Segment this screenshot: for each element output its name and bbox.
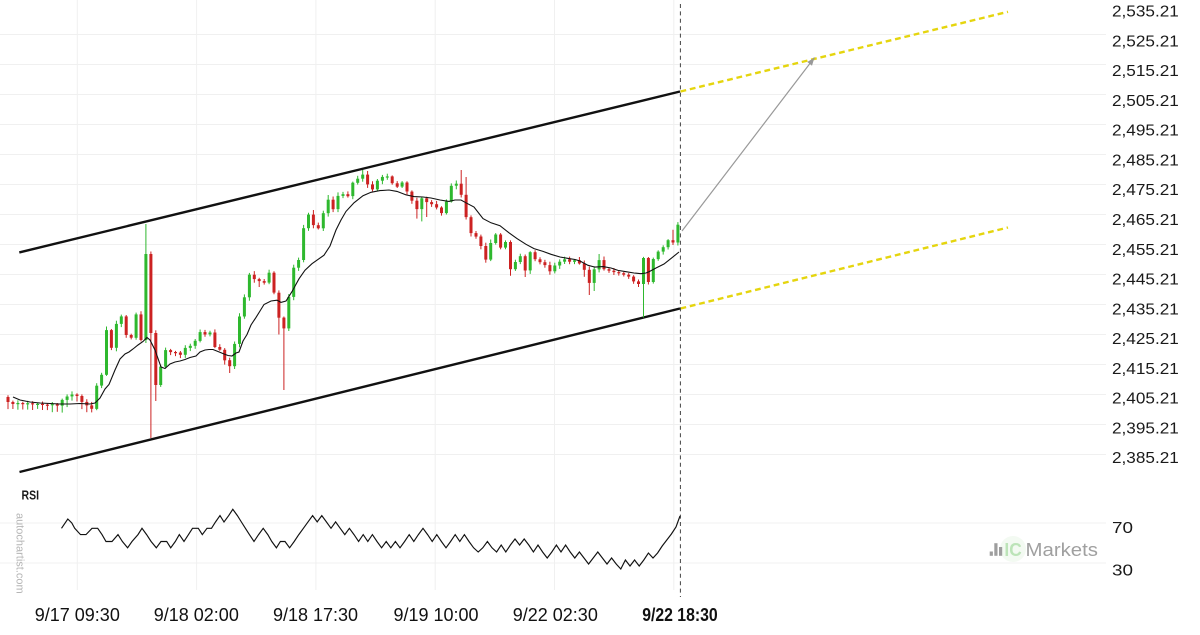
svg-text:2,395.21: 2,395.21 [1112,420,1179,437]
svg-text:2,495.21: 2,495.21 [1112,123,1179,140]
svg-text:2,385.21: 2,385.21 [1112,450,1179,467]
svg-text:2,515.21: 2,515.21 [1112,63,1179,80]
svg-text:9/17 09:30: 9/17 09:30 [35,605,120,625]
svg-text:2,525.21: 2,525.21 [1112,33,1179,50]
svg-text:autochartist.com: autochartist.com [14,513,26,594]
svg-text:9/18 17:30: 9/18 17:30 [273,605,358,625]
svg-text:Markets: Markets [1026,539,1099,560]
svg-text:9/19 10:00: 9/19 10:00 [393,605,478,625]
svg-text:2,445.21: 2,445.21 [1112,272,1179,289]
svg-text:2,535.21: 2,535.21 [1112,4,1179,21]
svg-text:2,435.21: 2,435.21 [1112,301,1179,318]
svg-text:2,485.21: 2,485.21 [1112,153,1179,170]
svg-text:30: 30 [1112,562,1133,579]
svg-text:70: 70 [1112,520,1133,537]
svg-text:RSI: RSI [22,489,40,503]
svg-text:9/22 18:30: 9/22 18:30 [642,605,718,625]
svg-text:2,415.21: 2,415.21 [1112,361,1179,378]
svg-text:2,505.21: 2,505.21 [1112,93,1179,110]
svg-text:2,475.21: 2,475.21 [1112,182,1179,199]
svg-text:IC: IC [1004,540,1021,560]
svg-text:9/22 02:30: 9/22 02:30 [513,605,598,625]
svg-text:2,425.21: 2,425.21 [1112,331,1179,348]
svg-text:2,455.21: 2,455.21 [1112,242,1179,259]
svg-text:2,405.21: 2,405.21 [1112,391,1179,408]
svg-text:2,465.21: 2,465.21 [1112,212,1179,229]
svg-text:9/18 02:00: 9/18 02:00 [154,605,239,625]
